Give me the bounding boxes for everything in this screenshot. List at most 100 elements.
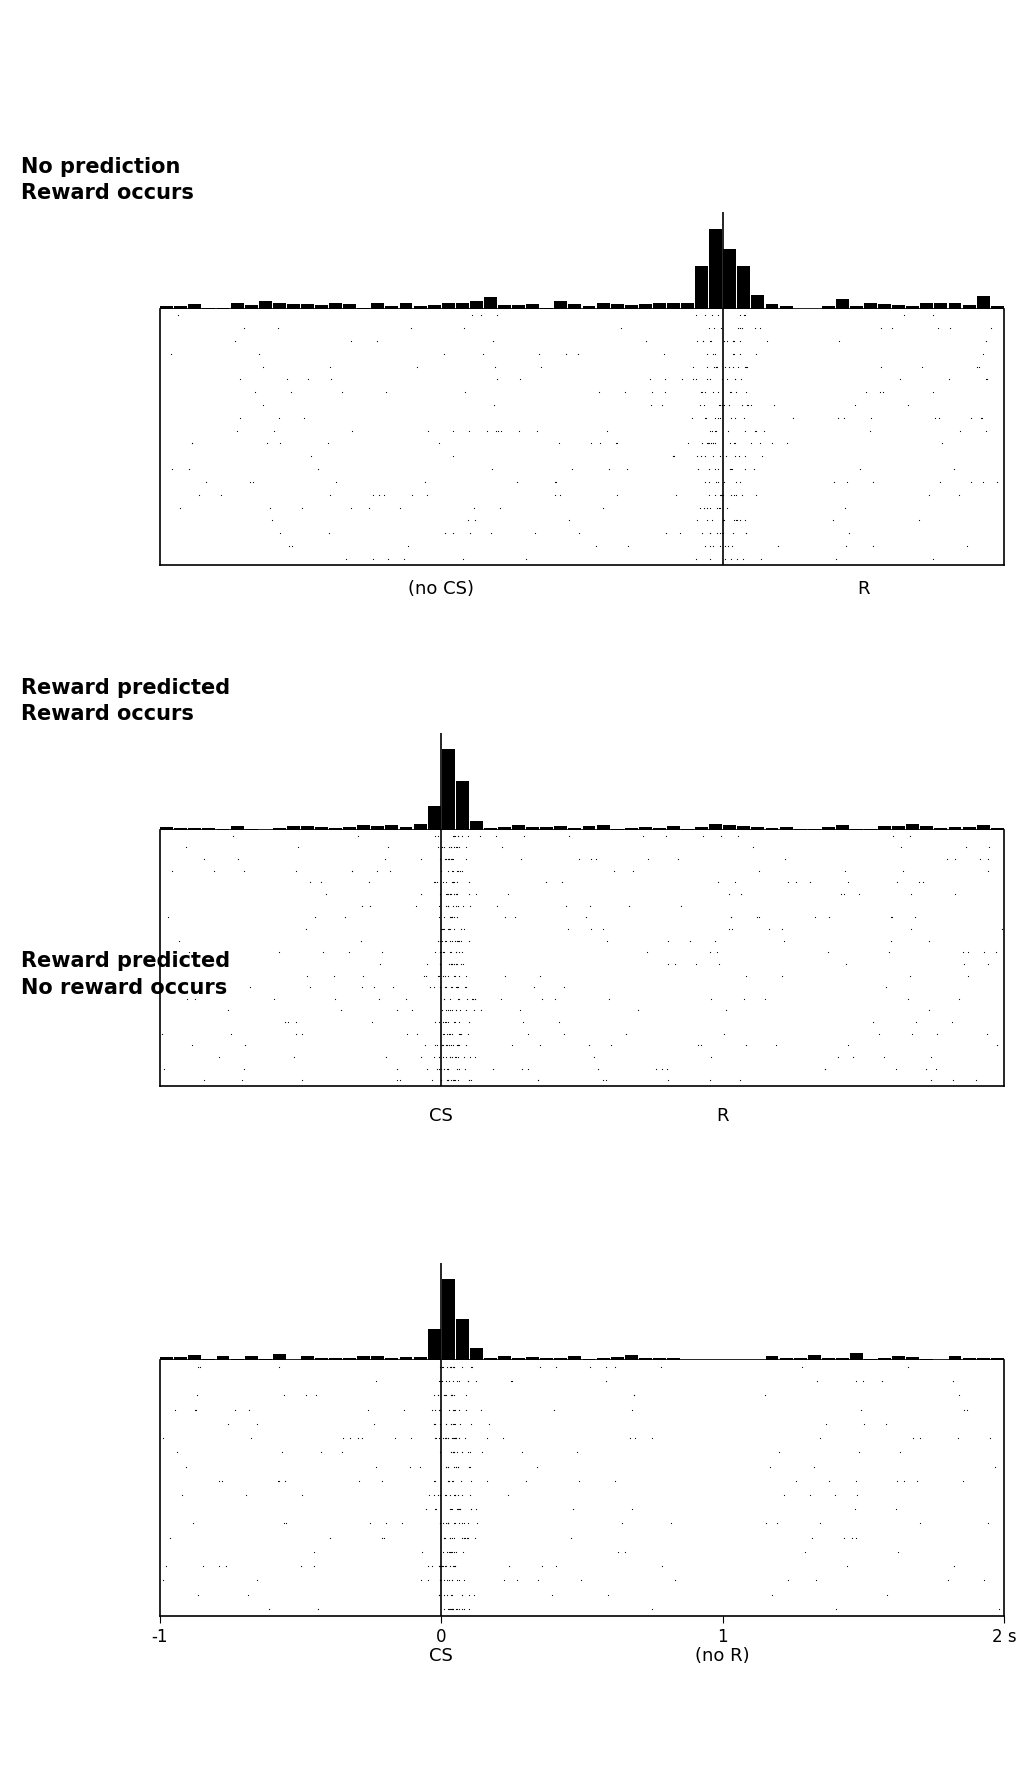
Point (440, 1067, 456, 1095)
Point (662, 1510, 679, 1538)
Bar (906, 1356, 919, 1360)
Bar (653, 302, 665, 309)
Point (444, 1581, 460, 1609)
Point (599, 927, 616, 955)
Point (425, 1466, 442, 1494)
Bar (372, 302, 384, 309)
Point (440, 892, 456, 920)
Point (531, 961, 548, 989)
Point (512, 996, 528, 1024)
Point (715, 507, 731, 535)
Bar (737, 826, 750, 830)
Bar (484, 297, 496, 309)
Point (451, 927, 468, 955)
Point (438, 1510, 454, 1538)
Point (493, 985, 510, 1014)
Point (891, 1438, 907, 1466)
Point (421, 973, 438, 1001)
Point (840, 519, 857, 547)
Point (275, 1381, 291, 1409)
Point (712, 390, 728, 419)
Point (438, 1482, 454, 1510)
Point (365, 544, 381, 572)
Point (276, 1510, 293, 1538)
Point (365, 480, 381, 509)
Point (820, 938, 836, 966)
Point (448, 879, 465, 908)
Point (736, 456, 753, 484)
Point (659, 1067, 676, 1095)
Point (657, 378, 674, 406)
Point (451, 1019, 468, 1047)
Point (560, 915, 577, 943)
Point (437, 1482, 453, 1510)
Point (896, 1466, 913, 1494)
Point (710, 404, 726, 433)
Point (437, 961, 453, 989)
Point (440, 879, 456, 908)
Point (447, 1452, 464, 1480)
Point (899, 390, 916, 419)
Point (884, 314, 900, 343)
Bar (991, 828, 1003, 830)
Point (885, 821, 901, 849)
Point (452, 1496, 469, 1524)
Point (703, 302, 720, 330)
Point (673, 892, 689, 920)
Point (447, 1008, 464, 1037)
Point (442, 996, 458, 1024)
Point (172, 493, 188, 521)
Point (280, 1008, 297, 1037)
Point (431, 961, 447, 989)
Bar (695, 828, 708, 830)
Point (488, 302, 505, 330)
Point (702, 327, 719, 355)
Point (461, 1067, 478, 1095)
Bar (569, 1356, 581, 1360)
Point (607, 1353, 623, 1381)
Point (416, 1031, 433, 1060)
Point (284, 532, 301, 560)
Bar (161, 307, 173, 309)
Point (780, 869, 796, 897)
Point (729, 507, 746, 535)
Point (948, 844, 964, 872)
Point (436, 1019, 452, 1047)
Point (492, 417, 509, 445)
Point (486, 390, 503, 419)
Point (196, 1067, 212, 1095)
Point (444, 844, 460, 872)
Point (930, 314, 947, 343)
Bar (484, 828, 496, 830)
Point (732, 314, 749, 343)
Point (432, 1510, 448, 1538)
Point (752, 429, 768, 457)
Point (241, 1395, 258, 1423)
Point (664, 442, 681, 470)
Point (711, 390, 727, 419)
Point (438, 879, 454, 908)
Point (437, 1552, 453, 1581)
Point (710, 456, 726, 484)
Point (925, 378, 941, 406)
Bar (343, 828, 356, 830)
Point (298, 1381, 314, 1409)
Point (454, 1438, 471, 1466)
Point (820, 1466, 836, 1494)
Point (732, 1067, 749, 1095)
Point (714, 507, 730, 535)
Point (688, 950, 705, 978)
Point (433, 1552, 449, 1581)
Point (980, 366, 996, 394)
Point (730, 353, 747, 381)
Point (473, 1395, 489, 1423)
Point (931, 468, 948, 496)
Point (445, 417, 461, 445)
Point (689, 327, 706, 355)
Point (442, 938, 458, 966)
Point (434, 1054, 450, 1083)
Point (181, 456, 198, 484)
Bar (976, 297, 990, 309)
Point (443, 1353, 459, 1381)
Point (836, 404, 853, 433)
